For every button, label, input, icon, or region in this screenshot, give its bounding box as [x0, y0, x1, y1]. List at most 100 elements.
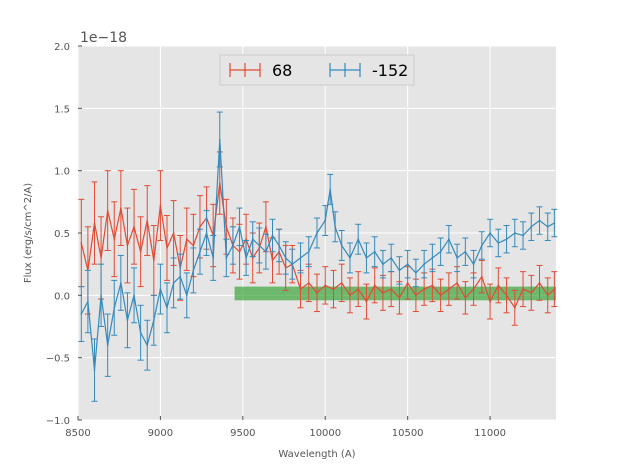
- data-point: [179, 275, 181, 278]
- grid-lines: [77, 45, 556, 421]
- data-point: [153, 319, 155, 322]
- series-layer: [78, 111, 558, 402]
- data-point: [415, 272, 417, 274]
- data-point: [185, 238, 188, 241]
- data-point: [538, 219, 541, 222]
- data-point: [172, 282, 175, 284]
- data-point: [472, 263, 475, 265]
- legend: 68 -152: [219, 54, 415, 86]
- y-axis-label: Flux (erg/s/cm^2/A): [23, 183, 34, 283]
- data-point: [464, 250, 467, 253]
- data-point: [159, 288, 162, 290]
- data-point: [439, 250, 442, 253]
- data-point: [80, 313, 83, 315]
- data-point: [489, 300, 491, 303]
- series-line: [80, 139, 555, 371]
- data-point: [172, 232, 175, 234]
- data-point: [505, 294, 508, 297]
- data-point: [522, 288, 524, 290]
- data-point: [225, 225, 228, 228]
- data-point: [106, 344, 109, 347]
- data-point: [199, 250, 201, 253]
- data-point: [251, 238, 254, 241]
- data-point: [349, 294, 351, 297]
- y-tick-label: 2.0: [54, 42, 70, 53]
- data-point: [159, 204, 162, 207]
- data-point: [357, 238, 360, 241]
- x-tick-label: 11000: [474, 428, 506, 439]
- data-point: [126, 319, 129, 322]
- data-point: [139, 250, 142, 253]
- data-point: [166, 247, 168, 249]
- x-tick-label: 10000: [309, 428, 341, 439]
- data-point: [299, 288, 302, 290]
- data-point: [238, 250, 241, 253]
- data-point: [365, 300, 368, 303]
- data-point: [271, 234, 274, 237]
- data-point: [481, 275, 483, 278]
- data-point: [513, 232, 516, 234]
- data-point: [513, 307, 516, 309]
- data-point: [373, 284, 376, 287]
- data-point: [265, 250, 267, 253]
- x-tick-label: 10500: [392, 428, 424, 439]
- data-point: [357, 288, 360, 290]
- data-point: [472, 288, 475, 290]
- data-point: [489, 232, 491, 234]
- data-point: [232, 244, 234, 247]
- data-point: [93, 369, 96, 371]
- data-point: [546, 225, 549, 228]
- data-point: [139, 331, 142, 334]
- data-point: [166, 307, 168, 309]
- data-point: [245, 257, 247, 259]
- data-point: [307, 282, 310, 284]
- data-point: [258, 244, 261, 247]
- data-point: [265, 225, 267, 228]
- data-point: [448, 288, 450, 290]
- data-point: [299, 257, 302, 259]
- data-point: [456, 257, 458, 259]
- data-point: [120, 207, 122, 209]
- data-point: [113, 238, 116, 241]
- data-point: [120, 282, 122, 284]
- data-point: [291, 263, 294, 265]
- data-point: [390, 257, 392, 259]
- data-point: [146, 219, 149, 222]
- data-point: [390, 288, 392, 290]
- data-point: [278, 244, 280, 247]
- data-point: [423, 288, 425, 290]
- data-point: [133, 225, 135, 228]
- offset-text: 1e−18: [80, 30, 127, 46]
- data-point: [316, 232, 318, 234]
- data-point: [225, 257, 228, 259]
- data-point: [126, 244, 129, 247]
- data-point: [100, 257, 102, 259]
- data-point: [199, 225, 201, 228]
- data-point: [423, 263, 425, 265]
- data-point: [553, 222, 556, 224]
- data-point: [382, 263, 384, 265]
- data-point: [464, 297, 467, 299]
- x-tick-label: 9500: [230, 428, 255, 439]
- x-tick-label: 8500: [65, 428, 90, 439]
- data-point: [192, 269, 195, 272]
- data-point: [324, 284, 327, 287]
- data-point: [251, 257, 254, 259]
- data-point: [406, 282, 409, 284]
- data-point: [431, 257, 434, 259]
- data-point: [329, 188, 331, 191]
- data-point: [497, 284, 500, 287]
- series-2: [78, 111, 558, 402]
- data-point: [439, 294, 442, 297]
- data-point: [448, 238, 450, 241]
- legend-label: -152: [372, 61, 408, 80]
- data-point: [340, 244, 343, 247]
- data-point: [530, 225, 533, 228]
- y-tick-label: −0.5: [46, 354, 70, 365]
- data-point: [406, 263, 409, 265]
- y-tick-label: −1.0: [46, 416, 70, 427]
- data-point: [307, 250, 310, 253]
- data-point: [100, 294, 102, 297]
- x-tick-label: 9000: [148, 428, 173, 439]
- data-point: [538, 282, 541, 284]
